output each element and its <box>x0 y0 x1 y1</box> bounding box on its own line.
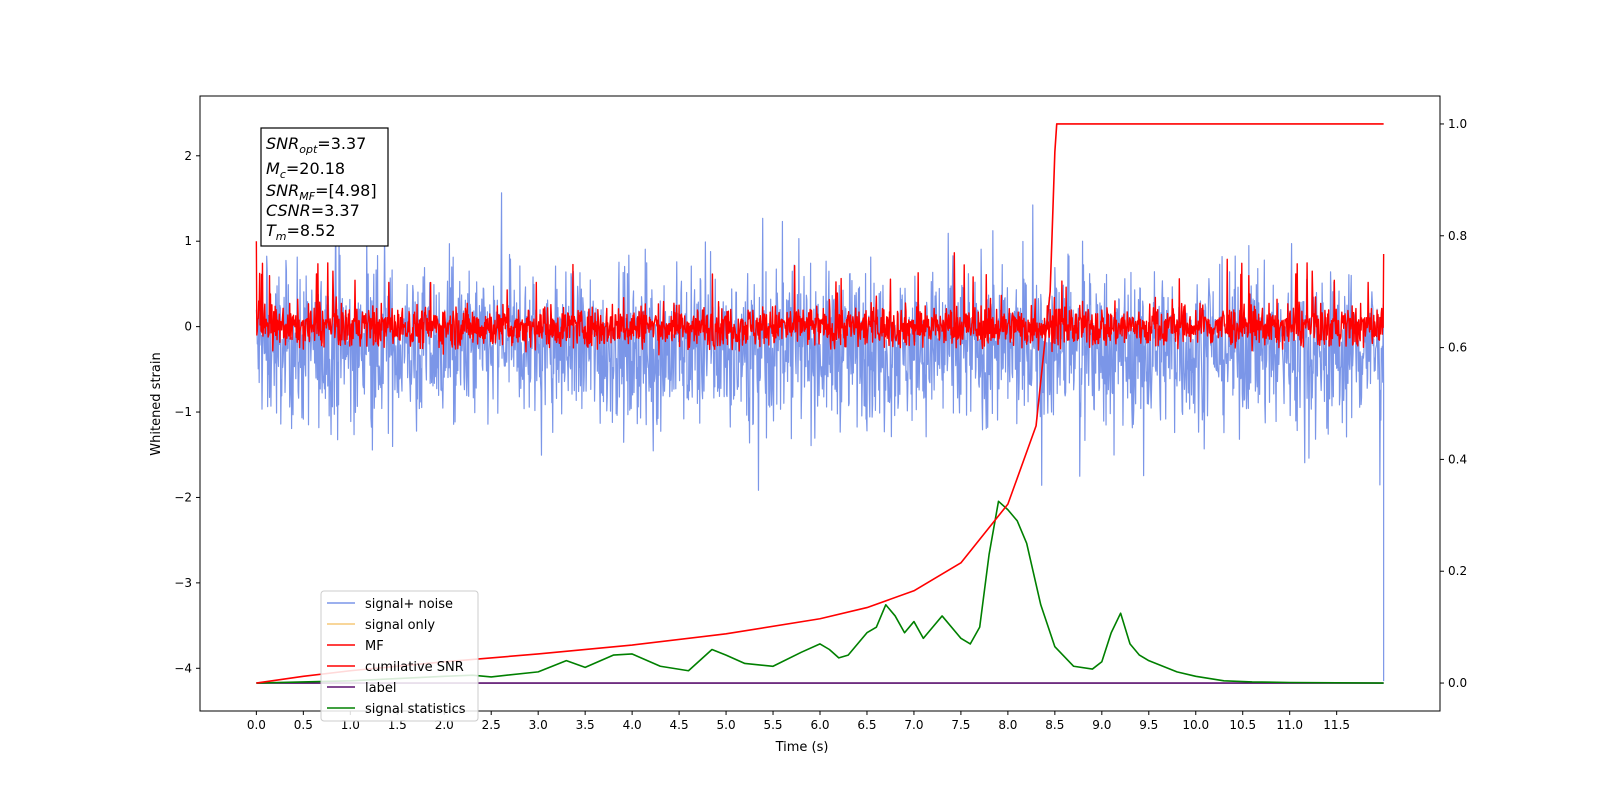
legend-label-signal-noise: signal+ noise <box>365 597 453 612</box>
legend-frame <box>320 590 479 722</box>
axes-layer: 0.0 0.5 1.0 1.5 2.0 2.5 3.0 3.5 4.0 4.5 5.0 5.5 6.0 6… <box>174 117 1467 732</box>
x-tick-label: 4.0 <box>623 718 642 732</box>
x-tick-label: 7.0 <box>904 718 923 732</box>
x-axis-label: Time (s) <box>775 740 829 755</box>
y2-tick-label: 0.0 <box>1448 676 1467 690</box>
y-axis-label: Whitened strain <box>149 352 164 455</box>
x-tick-label: 10.0 <box>1182 718 1209 732</box>
x-tick-label: 0.0 <box>247 718 266 732</box>
annotation-snr-opt: SNRopt=3.37 <box>266 134 366 156</box>
y2-tick-label: 0.6 <box>1448 341 1467 355</box>
y-tick-label: −1 <box>174 405 192 419</box>
y-tick-label: −2 <box>174 490 192 504</box>
x-tick-label: 4.5 <box>670 718 689 732</box>
x-tick-label: 3.0 <box>529 718 548 732</box>
x-tick-label: 5.0 <box>717 718 736 732</box>
y2-tick-label: 0.2 <box>1448 564 1467 578</box>
annotation-mc: Mc=20.18 <box>266 159 345 181</box>
x-tick-label: 2.5 <box>482 718 501 732</box>
x-tick-label: 5.5 <box>763 718 782 732</box>
x-tick-label: 11.0 <box>1276 718 1303 732</box>
annotation-snr-mf: SNRMF=[4.98] <box>266 181 377 203</box>
series-signal-noise-line <box>255 192 1385 682</box>
y-tick-label: −4 <box>174 661 192 675</box>
x-tick-label: 0.5 <box>294 718 313 732</box>
legend-label-signal-statistics: signal statistics <box>365 702 466 717</box>
x-tick-label: 9.0 <box>1092 718 1111 732</box>
annotation-csnr: CSNR=3.37 <box>266 201 360 220</box>
y-tick-label: 0 <box>184 320 192 334</box>
legend-label-signal-only: signal only <box>365 618 435 633</box>
legend-label-cumulative-snr: cumilative SNR <box>365 660 464 675</box>
x-tick-label: 8.5 <box>1045 718 1064 732</box>
y2-tick-label: 1.0 <box>1448 117 1467 131</box>
x-tick-label: 6.5 <box>857 718 876 732</box>
x-tick-label: 6.0 <box>810 718 829 732</box>
y2-tick-label: 0.8 <box>1448 229 1467 243</box>
annotation-tm: Tm=8.52 <box>266 221 336 243</box>
legend-label-label: label <box>365 681 396 696</box>
x-tick-label: 9.5 <box>1139 718 1158 732</box>
y-tick-label: 2 <box>184 149 192 163</box>
x-tick-label: 10.5 <box>1229 718 1256 732</box>
annotation-box: SNRopt=3.37 Mc=20.18 SNRMF=[4.98] CSNR=3… <box>260 127 389 247</box>
series-mf-line <box>255 241 1385 356</box>
legend: signal+ noise signal only MF cumilative … <box>320 590 479 722</box>
series-signal-statistics-line <box>256 500 1384 684</box>
legend-label-mf: MF <box>365 639 384 654</box>
y-tick-label: −3 <box>174 576 192 590</box>
x-tick-label: 3.5 <box>576 718 595 732</box>
x-tick-label: 7.5 <box>951 718 970 732</box>
y-tick-label: 1 <box>184 234 192 248</box>
annotation-frame <box>260 127 389 247</box>
x-tick-label: 8.0 <box>998 718 1017 732</box>
x-tick-label: 11.5 <box>1323 718 1350 732</box>
y2-tick-label: 0.4 <box>1448 452 1467 466</box>
